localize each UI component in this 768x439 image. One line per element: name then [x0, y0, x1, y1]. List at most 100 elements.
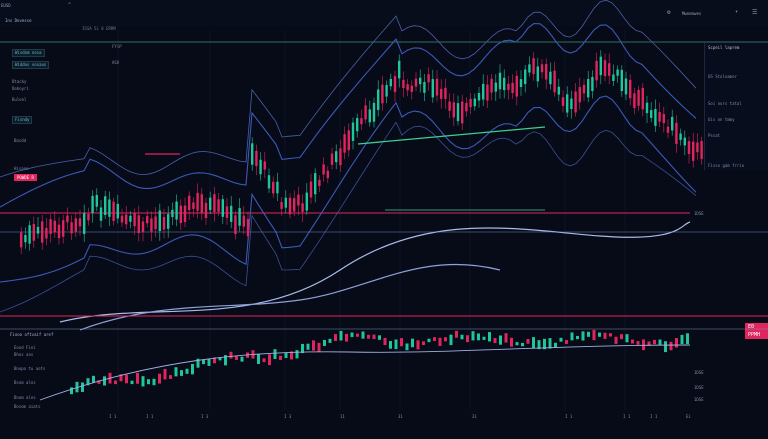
menu-icon[interactable]: ☰ — [752, 9, 758, 16]
candle — [343, 134, 346, 153]
left-panel-item-6[interactable]: Fisndy — [12, 116, 33, 124]
candle — [351, 122, 355, 142]
indicator-bar — [576, 335, 579, 340]
indicator-bar — [427, 338, 431, 343]
candle — [28, 225, 31, 244]
candle — [368, 109, 371, 123]
left-panel-item-8[interactable]: Hisane — [14, 166, 29, 171]
candle — [284, 197, 287, 208]
indicator-bar — [323, 340, 326, 346]
indicator-bar — [609, 333, 612, 337]
symbol-tab[interactable]: Ins Devesse — [5, 18, 32, 23]
bollinger-lower-band-outer — [0, 121, 697, 313]
lower-panel-row-3[interactable]: Bnopo tu aots — [14, 366, 46, 371]
indicator-bar — [103, 376, 106, 386]
time-axis-label: Ei — [686, 414, 691, 419]
candle — [549, 71, 552, 85]
lower-panel-row-4[interactable]: Bsom alns — [14, 380, 36, 385]
side-panel-row-1[interactable]: US Stolnamer — [708, 74, 737, 79]
candle — [175, 201, 178, 220]
indicator-bar — [185, 368, 189, 374]
indicator-bar — [515, 342, 519, 346]
indicator-bar — [449, 334, 453, 346]
indicator-bar — [191, 363, 194, 375]
lower-panel-row-1[interactable]: Eood Fini — [14, 345, 36, 350]
candle — [574, 91, 577, 113]
bollinger-upper-band — [0, 22, 697, 208]
candle — [444, 87, 447, 99]
left-panel-item-3[interactable]: Btacky — [12, 79, 27, 84]
candle — [301, 203, 304, 212]
indicator-bar — [532, 337, 535, 349]
candle — [645, 102, 649, 114]
indicator-bar — [334, 334, 337, 341]
indicator-bar — [543, 338, 546, 350]
side-panel-row-4[interactable]: Pssat — [708, 133, 721, 138]
left-panel-item-2[interactable]: Widdos vosaus — [12, 61, 50, 69]
lower-panel-row-2[interactable]: Bhos aos — [14, 352, 34, 357]
indicator-bar — [510, 337, 513, 347]
candle — [561, 97, 565, 106]
indicator-bar — [383, 337, 387, 346]
candle — [293, 198, 296, 212]
indicator-bar — [559, 337, 563, 342]
indicator-bar — [581, 331, 585, 341]
left-panel-item-1[interactable]: Wisdom nosa — [12, 49, 45, 57]
candle — [41, 221, 44, 243]
indicator-bar — [482, 336, 486, 340]
candle — [595, 60, 598, 81]
candle — [524, 69, 527, 85]
left-panel-item-7[interactable]: Bacdd — [14, 138, 27, 143]
left-panel-item-4[interactable]: Deboyri — [12, 86, 29, 91]
indicator-bar — [114, 380, 117, 385]
side-panel-row-2[interactable]: Soi nors tatal — [708, 101, 742, 106]
lower-panel-row-6[interactable]: Bosom aiats — [14, 404, 41, 409]
indicator-bar — [202, 359, 205, 365]
candle — [158, 210, 161, 231]
candle — [272, 181, 275, 194]
candle — [431, 79, 434, 98]
indicator-bar — [268, 354, 271, 366]
candle — [389, 78, 392, 87]
candle — [372, 102, 376, 122]
indicator-bar — [422, 341, 425, 345]
candle — [448, 101, 451, 111]
candle — [654, 108, 657, 126]
indicator-bar — [411, 338, 414, 348]
search-icon[interactable]: ⌕ — [68, 1, 72, 7]
indicator-bar — [345, 333, 348, 342]
indicator-bar — [614, 336, 618, 344]
side-panel-row-3[interactable]: Uis on tmmy — [708, 117, 735, 122]
header-right-label[interactable]: Mwnmnwes — [682, 11, 702, 16]
ticker-symbol[interactable]: EUSD — [1, 3, 11, 8]
bollinger-lower-band — [0, 95, 697, 283]
indicator-bar — [548, 338, 552, 349]
candle — [616, 69, 619, 76]
indicator-bar — [70, 387, 73, 395]
chevron-down-icon[interactable]: ▾ — [735, 9, 739, 15]
candle — [322, 164, 325, 175]
candle — [150, 218, 153, 232]
lower-panel-row-5[interactable]: Bnom alns — [14, 395, 36, 400]
candle — [532, 58, 535, 75]
indicator-bar — [499, 335, 502, 345]
left-panel-item-5[interactable]: Bulenl — [12, 97, 27, 102]
indicator-bar — [537, 340, 541, 350]
candle — [91, 195, 94, 213]
side-panel-row-5[interactable]: Fisso gam frrio — [708, 163, 745, 168]
candle — [95, 194, 98, 207]
indicator-bar — [356, 333, 359, 337]
candle — [234, 215, 237, 235]
candle — [410, 85, 413, 92]
candle — [326, 170, 329, 179]
candle — [288, 197, 292, 215]
indicator-bar — [631, 339, 634, 344]
candle — [330, 153, 334, 165]
settings-icon[interactable]: ⚙ — [667, 9, 671, 16]
price-axis-label-3: 1DSE — [694, 385, 704, 390]
candle — [74, 218, 77, 232]
indicator-bar — [180, 370, 183, 376]
left-red-label[interactable]: POWDE R — [14, 174, 37, 181]
indicator-bar — [636, 341, 640, 345]
